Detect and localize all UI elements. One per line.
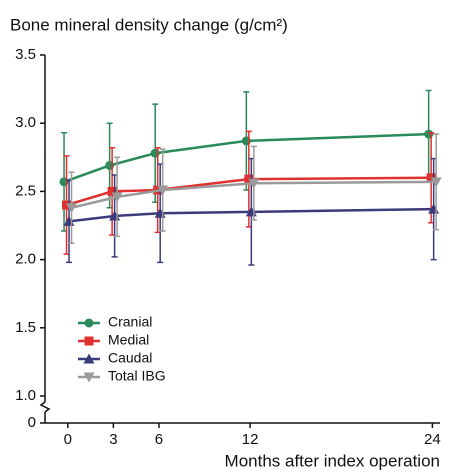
marker — [107, 186, 117, 196]
marker — [111, 192, 123, 203]
chart-title: Bone mineral density change (g/cm²) — [10, 15, 288, 34]
y-tick-label: 3.0 — [15, 114, 36, 131]
y-tick-label: 2.5 — [15, 182, 36, 199]
axis-break — [39, 401, 51, 413]
series — [63, 157, 440, 266]
x-axis-label: Months after index operation — [225, 451, 440, 470]
y-tick-label: 2.0 — [15, 251, 36, 268]
legend-label: Medial — [108, 332, 149, 348]
x-tick-label: 0 — [64, 431, 72, 448]
marker — [83, 372, 95, 383]
marker — [248, 178, 260, 189]
legend-label: Cranial — [108, 314, 152, 330]
x-tick-label: 24 — [424, 431, 441, 448]
x-tick-label: 3 — [109, 431, 117, 448]
y-tick-label: 3.5 — [15, 46, 36, 63]
legend-label: Total IBG — [108, 368, 166, 384]
marker — [62, 200, 72, 210]
series — [59, 89, 434, 232]
x-tick-label: 12 — [242, 431, 259, 448]
y-tick-label: 0 — [28, 414, 36, 431]
marker — [157, 185, 169, 196]
series — [66, 133, 442, 244]
marker — [84, 336, 94, 346]
y-tick-label: 1.0 — [15, 387, 36, 404]
x-tick-label: 6 — [155, 431, 163, 448]
marker — [430, 177, 442, 188]
marker — [66, 203, 78, 214]
legend-label: Caudal — [108, 350, 152, 366]
marker — [84, 318, 94, 328]
marker — [83, 353, 95, 364]
y-tick-label: 1.5 — [15, 319, 36, 336]
